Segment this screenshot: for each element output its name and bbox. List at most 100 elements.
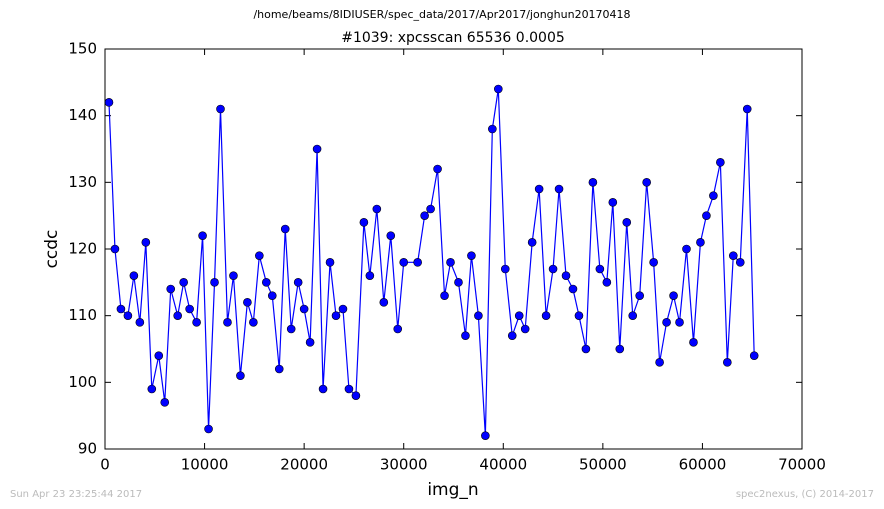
data-point: [173, 311, 182, 320]
data-point: [608, 198, 618, 207]
data-point: [561, 271, 571, 280]
data-point: [185, 304, 194, 314]
x-axis-label: img_n: [427, 480, 478, 500]
data-point: [474, 311, 483, 320]
data-point: [372, 204, 382, 214]
data-point: [574, 311, 584, 320]
data-point: [568, 284, 578, 294]
data-point: [514, 311, 524, 320]
data-point: [696, 238, 705, 247]
data-point: [595, 264, 605, 274]
data-point: [160, 398, 170, 407]
data-point: [702, 211, 711, 220]
suptitle: /home/beams/8IDIUSER/spec_data/2017/Apr2…: [253, 8, 630, 21]
data-point: [344, 384, 354, 394]
y-tick-label: 150: [68, 40, 97, 58]
data-point: [735, 258, 745, 267]
data-point: [198, 231, 207, 240]
data-point: [534, 184, 544, 194]
data-point: [229, 271, 238, 280]
data-point: [280, 224, 290, 234]
y-axis-label: ccdc: [42, 230, 62, 269]
data-point: [379, 298, 389, 307]
data-point: [723, 358, 732, 367]
data-point: [262, 278, 271, 287]
data-point: [461, 331, 470, 340]
data-point: [249, 318, 258, 327]
x-tick-label: 20000: [280, 456, 328, 474]
x-tick-label: 50000: [579, 456, 627, 474]
data-point: [293, 278, 303, 287]
data-point: [635, 291, 644, 300]
data-point: [454, 278, 463, 287]
data-point: [123, 311, 133, 320]
data-point: [520, 324, 530, 334]
data-point: [305, 338, 315, 347]
data-point: [500, 264, 510, 274]
data-point: [554, 184, 564, 194]
data-point: [274, 364, 284, 374]
y-tick-label: 100: [68, 373, 97, 391]
data-point: [129, 271, 139, 280]
data-point: [669, 291, 678, 300]
data-point: [749, 351, 759, 360]
data-point: [602, 278, 612, 287]
data-point: [210, 278, 219, 287]
data-point: [386, 231, 396, 240]
data-point: [147, 384, 157, 394]
data-point: [662, 318, 671, 327]
data-point: [642, 178, 651, 187]
data-point: [331, 311, 341, 320]
y-tick-label: 120: [68, 240, 97, 258]
data-point: [243, 298, 252, 307]
data-point: [325, 258, 335, 267]
data-point: [365, 271, 375, 280]
data-point: [399, 258, 409, 267]
data-point: [507, 331, 517, 340]
data-point: [527, 238, 537, 247]
data-point: [675, 318, 684, 327]
data-point: [312, 144, 322, 154]
data-point: [267, 291, 277, 300]
data-point: [420, 211, 429, 220]
data-point: [413, 258, 422, 267]
data-point: [446, 258, 455, 267]
data-point: [467, 251, 476, 260]
data-point: [742, 104, 752, 114]
data-point: [216, 104, 225, 114]
data-point: [116, 304, 126, 314]
data-point: [433, 164, 442, 174]
data-point: [728, 251, 738, 260]
x-tick-label: 60000: [679, 456, 727, 474]
data-point: [689, 338, 698, 347]
data-point: [709, 191, 718, 200]
x-tick-label: 30000: [380, 456, 428, 474]
data-point: [655, 358, 664, 367]
footer-left: Sun Apr 23 23:25:44 2017: [10, 489, 142, 500]
data-point: [581, 344, 591, 354]
data-point: [179, 278, 188, 287]
y-tick-label: 90: [78, 440, 97, 458]
data-point: [154, 351, 164, 360]
x-tick-label: 70000: [778, 456, 826, 474]
data-point: [488, 124, 497, 134]
data-point: [166, 284, 176, 294]
data-point: [236, 371, 245, 380]
data-point: [318, 384, 328, 394]
data-point: [141, 238, 151, 247]
plot-frame: [104, 48, 803, 450]
data-point: [440, 291, 449, 300]
data-point: [110, 244, 120, 254]
data-point: [359, 218, 369, 227]
data-point: [548, 264, 558, 274]
data-point: [351, 391, 361, 400]
data-point: [481, 431, 490, 440]
data-line: [108, 88, 755, 436]
data-point: [393, 324, 403, 334]
data-point: [255, 251, 264, 260]
data-point: [223, 318, 232, 327]
y-tick-label: 130: [68, 173, 97, 191]
data-point: [615, 344, 625, 354]
data-point: [541, 311, 551, 320]
x-tick-label: 0: [100, 456, 110, 474]
